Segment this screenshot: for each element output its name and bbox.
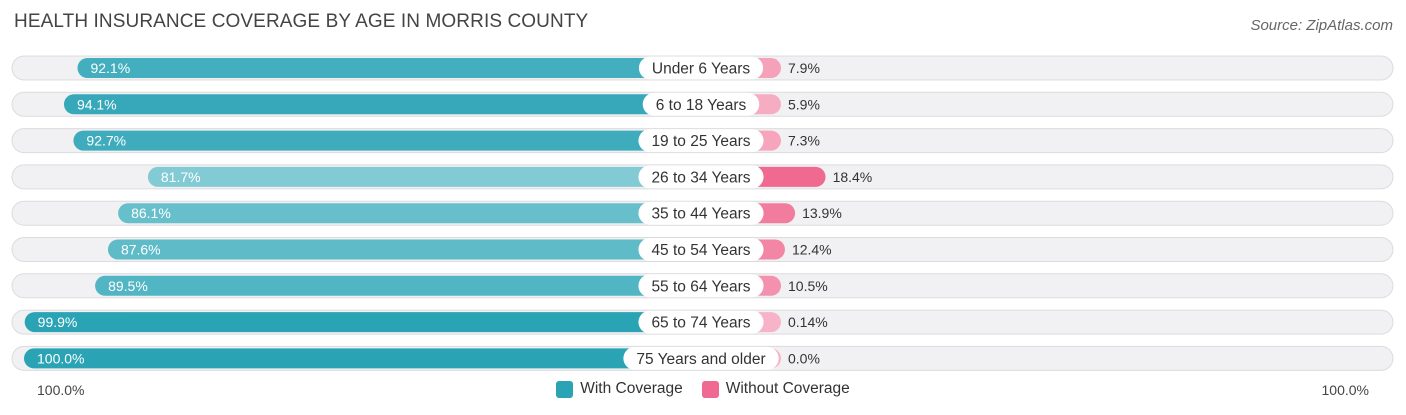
bar-with-coverage <box>73 130 701 151</box>
category-label: 19 to 25 Years <box>651 133 750 150</box>
category-pill <box>638 165 764 189</box>
category-pill <box>642 92 760 116</box>
category-label: 65 to 74 Years <box>651 315 750 332</box>
legend-swatch-without-coverage <box>701 380 719 398</box>
value-label-with-coverage: 92.7% <box>86 133 126 149</box>
category-label: 26 to 34 Years <box>651 169 750 186</box>
axis-left-label: 100.0% <box>37 382 85 398</box>
value-label-with-coverage: 100.0% <box>37 350 84 366</box>
category-pill <box>638 310 764 334</box>
category-label: 45 to 54 Years <box>651 242 750 259</box>
category-pill <box>638 201 764 225</box>
value-label-with-coverage: 99.9% <box>38 314 78 330</box>
category-pill <box>623 346 779 370</box>
bar-with-coverage <box>118 203 701 224</box>
value-label-without-coverage: 0.0% <box>788 350 820 366</box>
value-label-without-coverage: 12.4% <box>792 242 832 258</box>
value-label-without-coverage: 0.14% <box>788 314 828 330</box>
bar-with-coverage <box>24 312 701 333</box>
category-label: 75 Years and older <box>636 351 765 368</box>
bar-with-coverage <box>24 348 701 369</box>
legend-label-with-coverage: With Coverage <box>580 380 683 397</box>
bar-with-coverage <box>77 58 701 78</box>
bar-with-coverage <box>147 166 702 187</box>
value-label-without-coverage: 5.9% <box>788 96 820 112</box>
value-label-with-coverage: 86.1% <box>131 205 171 221</box>
value-label-without-coverage: 13.9% <box>802 205 842 221</box>
value-label-with-coverage: 87.6% <box>121 242 161 258</box>
category-pill <box>638 129 764 153</box>
value-label-with-coverage: 81.7% <box>161 169 201 185</box>
legend-label-without-coverage: Without Coverage <box>725 380 850 397</box>
bar-with-coverage <box>63 94 702 115</box>
category-pill <box>638 238 764 261</box>
value-label-with-coverage: 89.5% <box>108 278 148 294</box>
source-note: Source: ZipAtlas.com <box>1250 17 1393 34</box>
legend-item-without-coverage: Without Coverage <box>701 380 850 398</box>
category-pill <box>638 274 764 298</box>
value-label-with-coverage: 94.1% <box>77 96 117 112</box>
value-label-without-coverage: 10.5% <box>788 278 828 294</box>
bar-with-coverage <box>95 275 701 296</box>
legend: With Coverage Without Coverage <box>0 380 1406 398</box>
bar-with-coverage <box>107 239 701 260</box>
legend-item-with-coverage: With Coverage <box>556 380 683 398</box>
category-label: 35 to 44 Years <box>651 206 750 223</box>
axis-right-label: 100.0% <box>1321 382 1369 398</box>
chart-plot: 92.1% 7.9% Under 6 Years 94.1% 5.9% 6 to 18 Y… <box>11 55 1394 371</box>
value-label-without-coverage: 7.3% <box>788 133 820 149</box>
category-label: Under 6 Years <box>652 61 750 78</box>
category-label: 55 to 64 Years <box>651 278 750 295</box>
value-label-without-coverage: 18.4% <box>833 169 873 185</box>
chart-title: HEALTH INSURANCE COVERAGE BY AGE IN MORR… <box>14 11 589 32</box>
legend-swatch-with-coverage <box>556 380 574 398</box>
value-label-with-coverage: 92.1% <box>90 60 130 76</box>
category-pill <box>638 56 764 80</box>
category-label: 6 to 18 Years <box>656 97 747 114</box>
value-label-without-coverage: 7.9% <box>788 60 820 76</box>
